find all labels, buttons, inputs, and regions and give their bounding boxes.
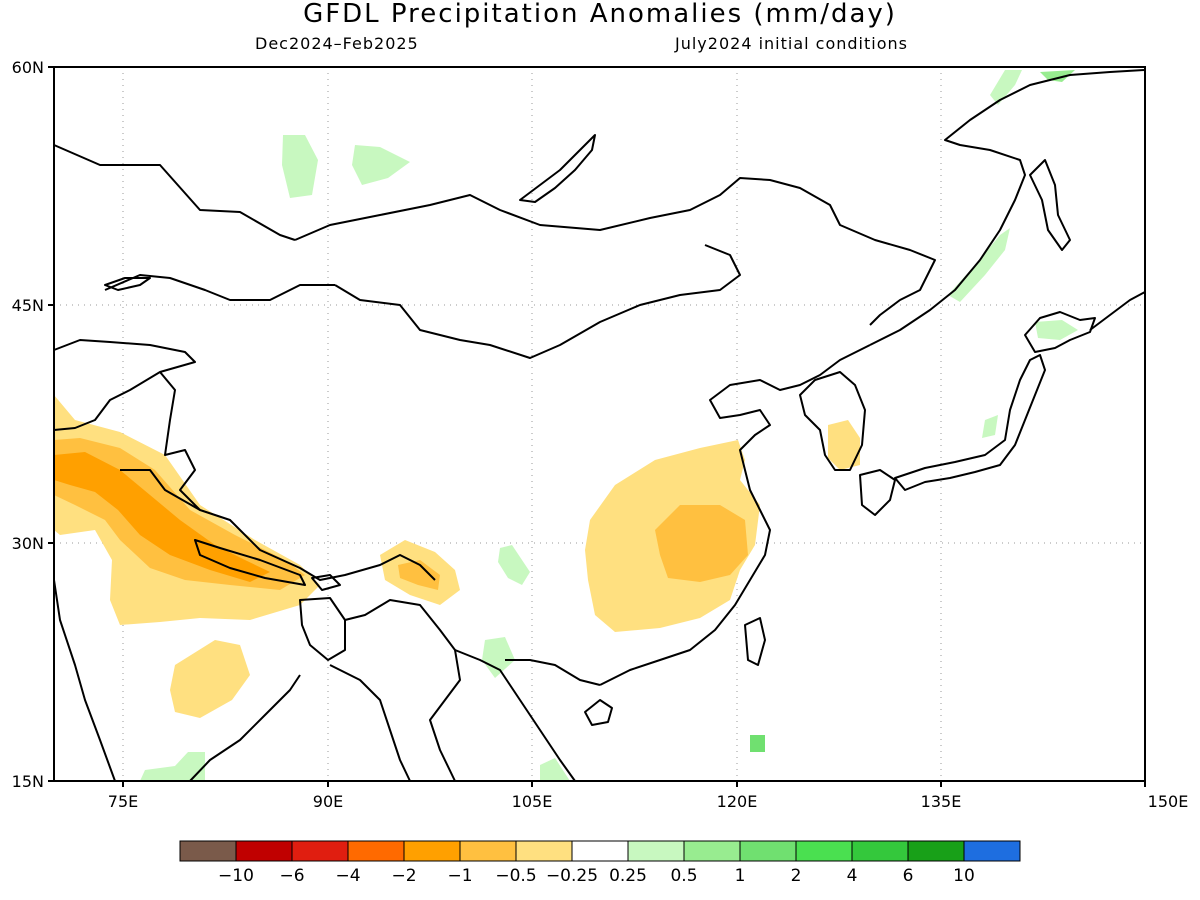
india-coastline [53, 579, 116, 782]
lon-tick-labels: 75E 90E 105E 120E 135E 150E [108, 792, 1189, 811]
lon-tick-label: 105E [512, 792, 553, 811]
grid-lines [54, 67, 1145, 781]
colorbar-label: −1 [447, 866, 472, 886]
lat-tick-label: 45N [12, 296, 44, 315]
colorbar-swatch [571, 840, 629, 862]
bhutan-outline [311, 574, 341, 591]
india-east-coast [189, 674, 301, 782]
coastlines-and-borders [53, 69, 1146, 782]
china-south-coast [599, 344, 871, 686]
colorbar-swatch [291, 840, 349, 862]
wet-region-taiwan [750, 735, 765, 752]
colorbar-swatch [963, 840, 1021, 862]
colorbar-swatch [403, 840, 461, 862]
colorbar-swatch [515, 840, 573, 862]
baikal-lake [519, 134, 596, 203]
dry-region-korea [828, 420, 860, 470]
colorbar-swatch [347, 840, 405, 862]
china-west-border [159, 371, 201, 511]
colorbar-swatch [683, 840, 741, 862]
map-title: GFDL Precipitation Anomalies (mm/day) [303, 0, 897, 29]
colorbar-label: −0.25 [546, 866, 598, 886]
bangladesh-outline [299, 597, 346, 661]
kuril-islands [1089, 291, 1146, 331]
russia-southern-border [53, 144, 296, 241]
init-subtitle: July2024 initial conditions [675, 34, 908, 53]
laos-thai-border [454, 649, 576, 782]
lat-tick-label: 30N [12, 534, 44, 553]
sakhalin-island [1029, 159, 1071, 251]
dry-region-central-india [170, 640, 250, 718]
colorbar-label: 4 [847, 866, 858, 886]
colorbar-label: 2 [791, 866, 802, 886]
colorbar-label: −2 [391, 866, 416, 886]
drier-region-myanmar [398, 560, 440, 590]
colorbar-swatch [459, 840, 517, 862]
central-asia-borders [53, 339, 196, 431]
himalaya-border [120, 469, 436, 581]
china-north-border [294, 177, 936, 326]
vietnam-border [505, 659, 601, 686]
colorbar-label: −0.5 [495, 866, 536, 886]
wet-region-kuril [1040, 70, 1075, 82]
wet-region-sakhalin [948, 228, 1010, 302]
japan-honshu [894, 354, 1046, 491]
period-subtitle: Dec2024–Feb2025 [255, 34, 419, 53]
kazakhstan-border [104, 274, 335, 301]
colorbar-label: −6 [279, 866, 304, 886]
lon-tick-label: 75E [108, 792, 138, 811]
lon-tick-label: 150E [1148, 792, 1189, 811]
wet-region-altai [352, 145, 410, 185]
colorbar-swatch [739, 840, 797, 862]
taiwan-island [744, 617, 766, 666]
mongolia-south-border [334, 244, 741, 359]
precip-anomaly-shading [54, 70, 1078, 781]
myanmar-coast [329, 664, 411, 782]
lat-tick-label: 60N [12, 58, 44, 77]
russia-far-east-coast [869, 69, 1146, 346]
lon-tick-label: 135E [921, 792, 962, 811]
wet-region-yunnan [498, 545, 530, 585]
korea-peninsula [799, 371, 866, 471]
colorbar-label: −4 [335, 866, 360, 886]
wet-region-honshu [982, 415, 998, 438]
colorbar-swatch [851, 840, 909, 862]
lon-tick-label: 90E [313, 792, 343, 811]
wet-region-vietnam [540, 758, 570, 781]
colorbar-swatch [235, 840, 293, 862]
wet-region-hokkaido [1035, 320, 1078, 340]
lat-tick-labels: 60N 45N 30N 15N [12, 58, 44, 791]
drier-region-yangtze [655, 505, 748, 582]
nepal-outline [194, 539, 306, 586]
colorbar-label: 0.25 [609, 866, 647, 886]
colorbar-swatch [907, 840, 965, 862]
driest-region-nepal [54, 452, 270, 582]
wet-region-kazakhstan [282, 135, 318, 198]
colorbar-label: 10 [953, 866, 975, 886]
wet-region-okhotsk [990, 70, 1022, 105]
colorbar-swatch [627, 840, 685, 862]
wet-region-laos [482, 637, 515, 678]
colorbar-label: −10 [218, 866, 254, 886]
hainan-island [584, 699, 613, 726]
wet-region-bay-of-bengal [140, 752, 205, 781]
japan-hokkaido [1024, 311, 1096, 353]
tick-marks [48, 66, 1146, 787]
colorbar-label: 1 [735, 866, 746, 886]
colorbar-label: 6 [903, 866, 914, 886]
colorbar-swatch [795, 840, 853, 862]
balkhash-lake [104, 277, 151, 291]
colorbar-label: 0.5 [670, 866, 697, 886]
japan-kyushu [859, 469, 896, 516]
colorbar: −10 −6 −4 −2 −1 −0.5 −0.25 0.25 0.5 1 2 4 6 10 [179, 840, 1021, 886]
lon-tick-label: 120E [717, 792, 758, 811]
lat-tick-label: 15N [12, 772, 44, 791]
plot-border [53, 66, 1146, 782]
colorbar-swatch [179, 840, 237, 862]
